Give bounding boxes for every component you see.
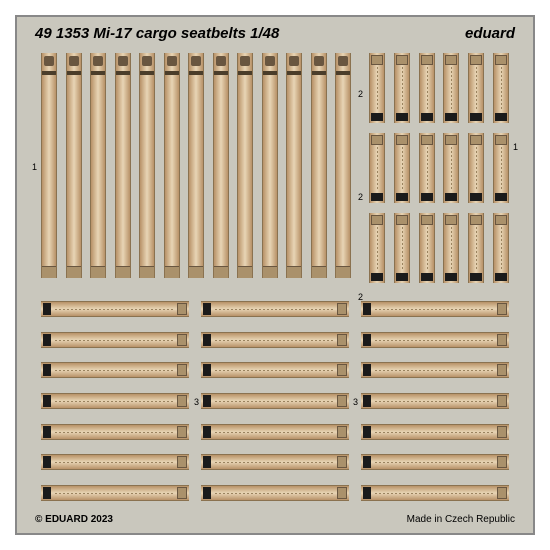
long-belt bbox=[262, 53, 278, 278]
short-belt bbox=[369, 133, 385, 203]
long-belt bbox=[335, 53, 351, 278]
product-scale: 1/48 bbox=[250, 25, 279, 42]
long-belt bbox=[311, 53, 327, 278]
horiz-group bbox=[201, 301, 349, 501]
long-belts-block bbox=[41, 53, 351, 283]
short-belt bbox=[493, 53, 509, 123]
copyright-text: © EDUARD 2023 bbox=[35, 514, 113, 525]
part-label: 2 bbox=[358, 292, 363, 302]
horiz-belt bbox=[361, 424, 509, 440]
long-belt bbox=[286, 53, 302, 278]
horiz-belt bbox=[201, 424, 349, 440]
long-belt bbox=[164, 53, 180, 278]
short-belt bbox=[394, 53, 410, 123]
header: 49 1353 Mi-17 cargo seatbelts 1/48 eduar… bbox=[35, 25, 515, 42]
horiz-belt bbox=[41, 332, 189, 348]
long-belt bbox=[213, 53, 229, 278]
short-belt bbox=[419, 133, 435, 203]
horiz-belt bbox=[361, 362, 509, 378]
short-belt bbox=[443, 53, 459, 123]
short-belt bbox=[419, 53, 435, 123]
short-belt bbox=[493, 213, 509, 283]
brand-logo: eduard bbox=[465, 25, 515, 42]
short-belt bbox=[443, 133, 459, 203]
short-belt-row bbox=[369, 133, 509, 203]
horiz-belt bbox=[201, 393, 349, 409]
horiz-belt bbox=[361, 485, 509, 501]
part-label: 2 bbox=[358, 192, 363, 202]
horiz-belt bbox=[201, 485, 349, 501]
horiz-belt bbox=[361, 454, 509, 470]
horiz-belt bbox=[361, 393, 509, 409]
horiz-belt bbox=[361, 301, 509, 317]
short-belt bbox=[394, 133, 410, 203]
product-name: Mi-17 cargo seatbelts bbox=[93, 25, 246, 42]
horiz-belt bbox=[41, 485, 189, 501]
short-belt bbox=[443, 213, 459, 283]
short-belts-block bbox=[369, 53, 509, 283]
short-belt bbox=[394, 213, 410, 283]
short-belt bbox=[468, 213, 484, 283]
horiz-group bbox=[41, 301, 189, 501]
long-belt bbox=[90, 53, 106, 278]
short-belt bbox=[468, 53, 484, 123]
horiz-belt bbox=[41, 393, 189, 409]
horiz-belt bbox=[201, 332, 349, 348]
horiz-belt bbox=[361, 332, 509, 348]
long-belt bbox=[188, 53, 204, 278]
part-label: 1 bbox=[32, 162, 37, 172]
product-title: 49 1353 Mi-17 cargo seatbelts 1/48 bbox=[35, 25, 279, 42]
horizontal-belts-block bbox=[41, 301, 509, 501]
long-belt bbox=[237, 53, 253, 278]
horiz-belt bbox=[201, 454, 349, 470]
horiz-belt bbox=[41, 301, 189, 317]
photo-etch-sheet: 49 1353 Mi-17 cargo seatbelts 1/48 eduar… bbox=[15, 15, 535, 535]
long-belt bbox=[41, 53, 57, 278]
part-label: 2 bbox=[358, 89, 363, 99]
short-belt bbox=[369, 213, 385, 283]
part-label: 3 bbox=[194, 397, 199, 407]
part-label: 3 bbox=[353, 397, 358, 407]
product-code: 49 1353 bbox=[35, 25, 89, 42]
horiz-belt bbox=[201, 301, 349, 317]
short-belt-row bbox=[369, 213, 509, 283]
short-belt bbox=[468, 133, 484, 203]
horiz-belt bbox=[41, 362, 189, 378]
horiz-group bbox=[361, 301, 509, 501]
short-belt-row bbox=[369, 53, 509, 123]
long-belt bbox=[139, 53, 155, 278]
short-belt bbox=[493, 133, 509, 203]
horiz-belt bbox=[41, 424, 189, 440]
short-belt bbox=[369, 53, 385, 123]
short-belt bbox=[419, 213, 435, 283]
part-label: 1 bbox=[513, 142, 518, 152]
long-belt bbox=[66, 53, 82, 278]
horiz-belt bbox=[41, 454, 189, 470]
long-belt bbox=[115, 53, 131, 278]
origin-text: Made in Czech Republic bbox=[407, 514, 515, 525]
horiz-belt bbox=[201, 362, 349, 378]
footer: © EDUARD 2023 Made in Czech Republic bbox=[35, 514, 515, 525]
